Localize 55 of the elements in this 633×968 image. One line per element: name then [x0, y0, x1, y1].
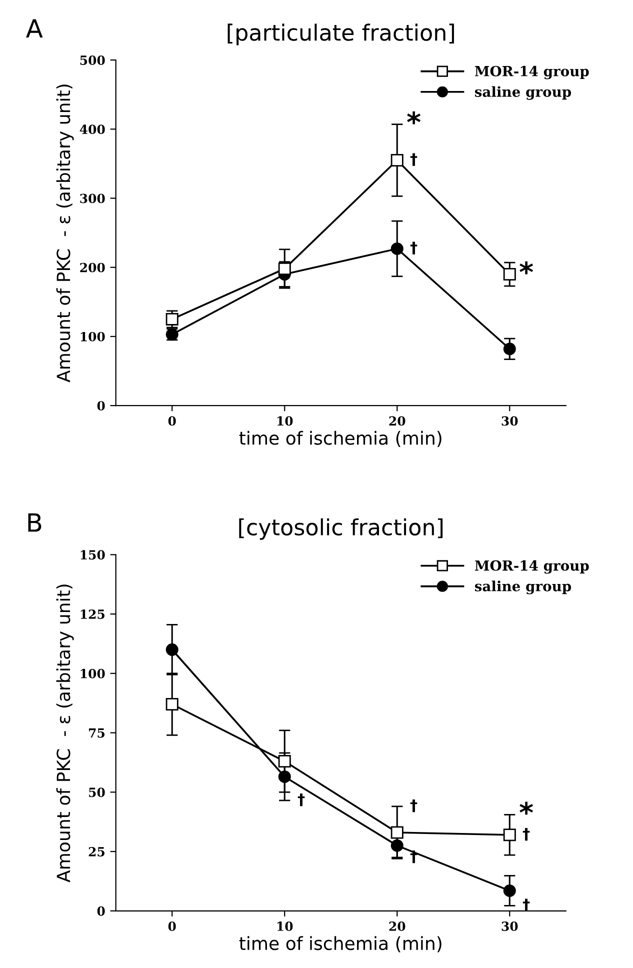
legend-label: MOR-14 group [474, 560, 589, 574]
annotation: † [410, 242, 418, 254]
y-tick-label: 200 [80, 262, 105, 272]
point [390, 154, 404, 166]
text: B [28, 513, 42, 532]
point [166, 643, 178, 656]
legend-label: MOR-14 group [474, 66, 589, 80]
y-tick-label: 75 [89, 728, 104, 738]
point [390, 839, 404, 852]
y-tick-label: 125 [80, 610, 104, 619]
x-tick-label: 20 [389, 416, 406, 426]
y-tick-label: 0 [97, 906, 105, 916]
x-tick-label: 10 [277, 416, 293, 426]
x-tick-label: 0 [168, 922, 176, 931]
y-tick-label: 400 [80, 124, 105, 134]
annotation: † [410, 153, 418, 166]
point [278, 755, 291, 768]
legend-label: saline group [474, 86, 572, 100]
x-axis-title: time of ischemia (min) [239, 430, 442, 447]
y-axis-title: Amount of PKC - ε (arbitary unit) [56, 84, 74, 382]
annotation: * [520, 261, 534, 274]
text: A [26, 19, 43, 38]
point [503, 268, 516, 281]
annotation: * [407, 111, 421, 124]
x-tick-label: 20 [389, 922, 406, 931]
point [166, 698, 178, 711]
point [503, 884, 516, 897]
y-axis-title: Amount of PKC - ε (arbitary unit) [56, 584, 74, 882]
annotation: † [522, 828, 530, 841]
y-tick-label: 500 [80, 55, 105, 65]
annotation: † [410, 799, 418, 812]
point [503, 342, 516, 356]
legend-label: saline group [474, 580, 572, 594]
point [166, 312, 178, 326]
x-axis-title: time of ischemia (min) [239, 936, 442, 952]
annotation: † [298, 794, 305, 806]
x-tick-label: 0 [168, 416, 176, 426]
x-tick-label: 10 [277, 922, 293, 931]
x-tick-label: 30 [502, 922, 518, 931]
x-tick-label: 30 [502, 416, 518, 426]
chart-title: [cytosolic fraction] [239, 518, 443, 540]
y-tick-label: 300 [80, 194, 105, 204]
y-tick-label: 25 [88, 846, 104, 856]
y-tick-label: 100 [80, 668, 105, 678]
y-tick-label: 50 [89, 788, 105, 798]
point [503, 828, 516, 842]
y-tick-label: 150 [80, 550, 105, 560]
chart-title: [particulate fraction] [228, 24, 454, 46]
point [278, 262, 291, 275]
y-tick-label: 100 [80, 332, 105, 342]
point [278, 770, 291, 783]
annotation: * [520, 802, 534, 815]
point [390, 242, 404, 255]
y-tick-label: 0 [97, 401, 105, 411]
point [390, 826, 404, 839]
